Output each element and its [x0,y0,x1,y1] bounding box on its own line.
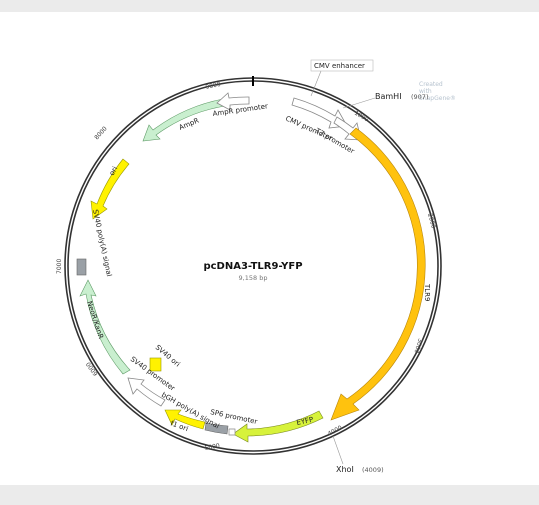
tick-5000: 5000 [204,442,220,452]
tick-7000: 7000 [56,259,63,274]
map-center: pcDNA3-TLR9-YFP 9,158 bp [203,261,302,282]
plasmid-map-card: Created with SnapGene® [53,44,456,478]
feature-sv40-promoter[interactable] [127,377,166,407]
tick-3000: 3000 [412,337,423,354]
feature-bgh-polya[interactable] [204,422,229,435]
feature-f1-ori[interactable] [164,409,206,430]
backbone [64,76,442,455]
label-cmv-enhancer: CMV enhancer [314,62,365,70]
feature-ampr[interactable] [142,98,226,142]
feature-tlr9[interactable] [330,127,426,421]
tick-1000: 1000 [353,110,370,124]
site-xhoi-position: (4009) [362,466,384,474]
tick-8000: 8000 [93,125,109,141]
feature-ori[interactable] [90,158,130,220]
plasmid-name: pcDNA3-TLR9-YFP [203,261,302,272]
feature-neor-kanr[interactable] [79,279,131,375]
label-neor-kanr: NeoR/KanR [85,300,105,340]
feature-layer [76,92,426,443]
tick-9000: 9000 [205,81,222,91]
feature-eyfp[interactable] [232,410,324,443]
restriction-sites: BamHI (907) XhoI (4009) [332,92,428,474]
feature-sp6-promoter[interactable] [228,428,236,436]
feature-ampr-promoter[interactable] [216,92,250,111]
tick-2000: 2000 [426,213,437,230]
label-tlr9: TLR9 [423,283,431,302]
site-xhoi-name[interactable]: XhoI [336,465,354,474]
site-bamhi-name[interactable]: BamHI [375,92,402,101]
label-sv40-polya: SV40 poly(A) signal [91,209,113,278]
snapgene-watermark: Created with SnapGene® [419,81,456,102]
content-panel: Created with SnapGene® [0,12,539,485]
plasmid-map: CMV enhancer CMV promoter T7 promoter TL… [56,59,442,474]
label-ori: ori [108,165,120,177]
label-eyfp: EYFP [296,416,314,427]
tick-6000: 6000 [85,360,100,377]
feature-sv40-polya[interactable] [76,258,87,276]
plasmid-size: 9,158 bp [239,274,268,282]
feature-sv40-ori[interactable] [149,357,162,372]
site-bamhi-position: (907) [411,93,428,101]
